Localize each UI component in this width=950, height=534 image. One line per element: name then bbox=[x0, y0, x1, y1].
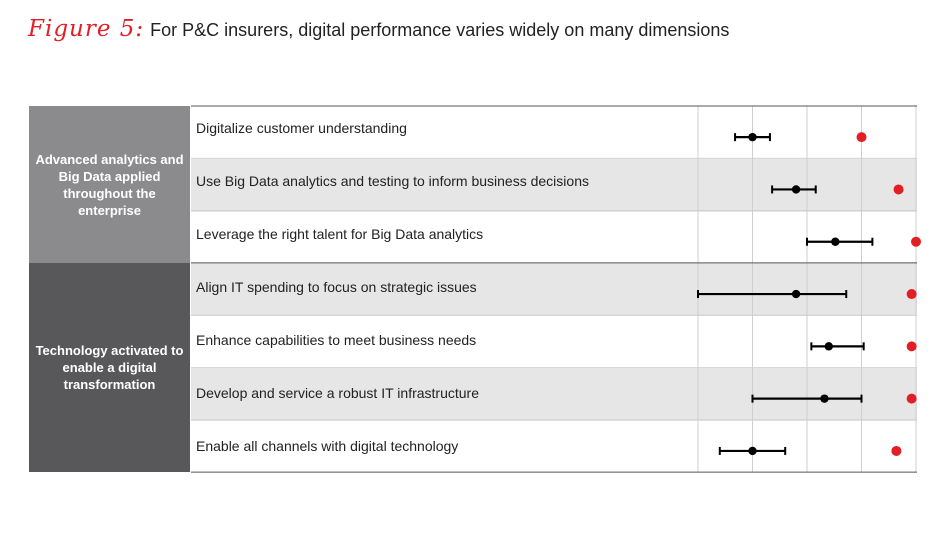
median-point bbox=[791, 289, 801, 299]
row-label: Digitalize customer understanding bbox=[196, 120, 407, 136]
median-point bbox=[824, 342, 833, 351]
row-label: Enable all channels with digital technol… bbox=[196, 438, 459, 454]
median-point bbox=[748, 446, 757, 456]
figure-title: Figure 5: For P&C insurers, digital perfo… bbox=[28, 16, 729, 42]
row-label: Use Big Data analytics and testing to in… bbox=[196, 173, 589, 189]
median-point bbox=[820, 394, 829, 403]
median-point bbox=[831, 237, 840, 246]
highlight-point bbox=[856, 132, 867, 143]
highlight-point bbox=[906, 341, 917, 352]
highlight-point bbox=[906, 289, 917, 300]
row-label: Develop and service a robust IT infrastr… bbox=[196, 385, 479, 401]
row-label: Enhance capabilities to meet business ne… bbox=[196, 332, 477, 348]
group-label-analytics: Advanced analytics and Big Data applied … bbox=[29, 106, 190, 263]
chart-row bbox=[191, 368, 917, 421]
group-label-technology: Technology activated to enable a digital… bbox=[29, 263, 190, 472]
figure-heading: For P&C insurers, digital performance va… bbox=[150, 20, 730, 40]
highlight-point bbox=[906, 393, 917, 404]
figure-label: Figure 5: bbox=[28, 16, 145, 42]
row-label: Align IT spending to focus on strategic … bbox=[196, 279, 477, 295]
highlight-point bbox=[893, 184, 904, 195]
median-point bbox=[791, 185, 801, 194]
chart-row bbox=[191, 263, 917, 316]
highlight-point bbox=[911, 236, 921, 247]
highlight-point bbox=[891, 445, 902, 456]
median-point bbox=[748, 132, 757, 142]
row-label: Leverage the right talent for Big Data a… bbox=[196, 226, 484, 242]
